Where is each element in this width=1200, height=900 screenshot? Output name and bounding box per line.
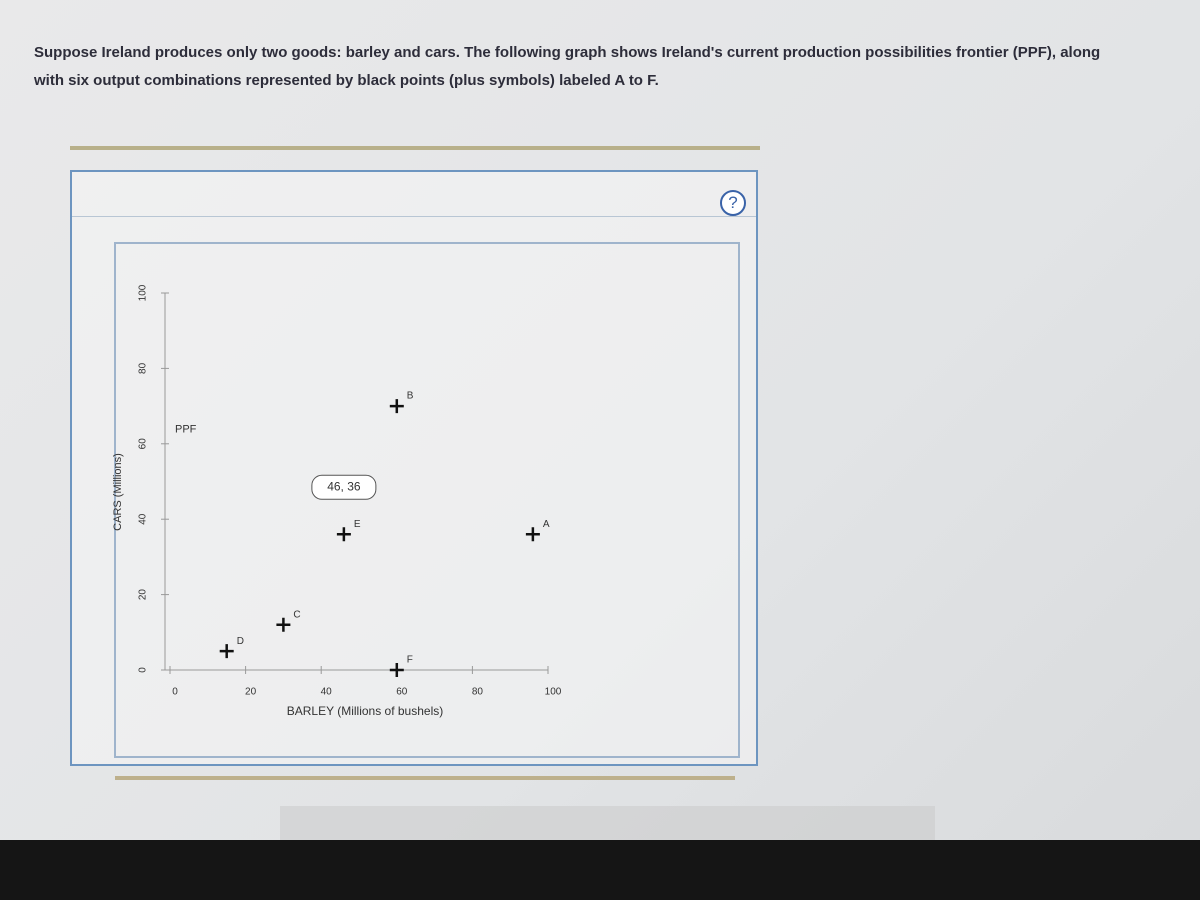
- tooltip-box: [311, 474, 377, 500]
- x-tick-label: 0: [172, 687, 178, 698]
- x-tick-label: 40: [321, 687, 333, 698]
- graph-area: [114, 242, 740, 758]
- y-tick-label: 100: [138, 284, 149, 301]
- divider: [115, 776, 735, 780]
- point-label: D: [237, 636, 244, 647]
- point: [219, 644, 234, 659]
- dock: [0, 840, 1200, 900]
- x-tick-label: 100: [545, 687, 562, 698]
- point: [336, 527, 351, 542]
- point: [276, 617, 291, 632]
- y-axis-label: CARS (Millions): [112, 453, 124, 531]
- point-label: B: [407, 391, 414, 402]
- toolbar: ?: [72, 172, 756, 217]
- series-label: PPF: [175, 424, 197, 436]
- y-tick-label: 20: [138, 589, 149, 601]
- point-label: C: [293, 609, 300, 620]
- point: [525, 527, 540, 542]
- question-line: Suppose Ireland produces only two goods:…: [34, 44, 1101, 61]
- point-label: A: [543, 519, 550, 530]
- x-tick-label: 60: [396, 687, 408, 698]
- point: [389, 663, 404, 677]
- point-label: E: [354, 519, 361, 530]
- point-label: F: [407, 655, 413, 666]
- y-tick-label: 40: [138, 513, 149, 525]
- y-tick-label: 60: [138, 438, 149, 450]
- y-tick-label: 0: [138, 667, 149, 673]
- divider: [70, 146, 760, 150]
- tooltip: 46, 36: [327, 479, 361, 493]
- graph-frame: ?: [70, 170, 758, 766]
- y-tick-label: 80: [138, 362, 149, 374]
- x-tick-label: 20: [245, 687, 257, 698]
- x-axis-label: BARLEY (Millions of bushels): [287, 704, 444, 718]
- help-button[interactable]: ?: [720, 190, 746, 216]
- point: [389, 399, 404, 414]
- x-tick-label: 80: [472, 687, 484, 698]
- question-line: with six output combinations represented…: [34, 72, 659, 89]
- dock-shelf: [280, 806, 935, 846]
